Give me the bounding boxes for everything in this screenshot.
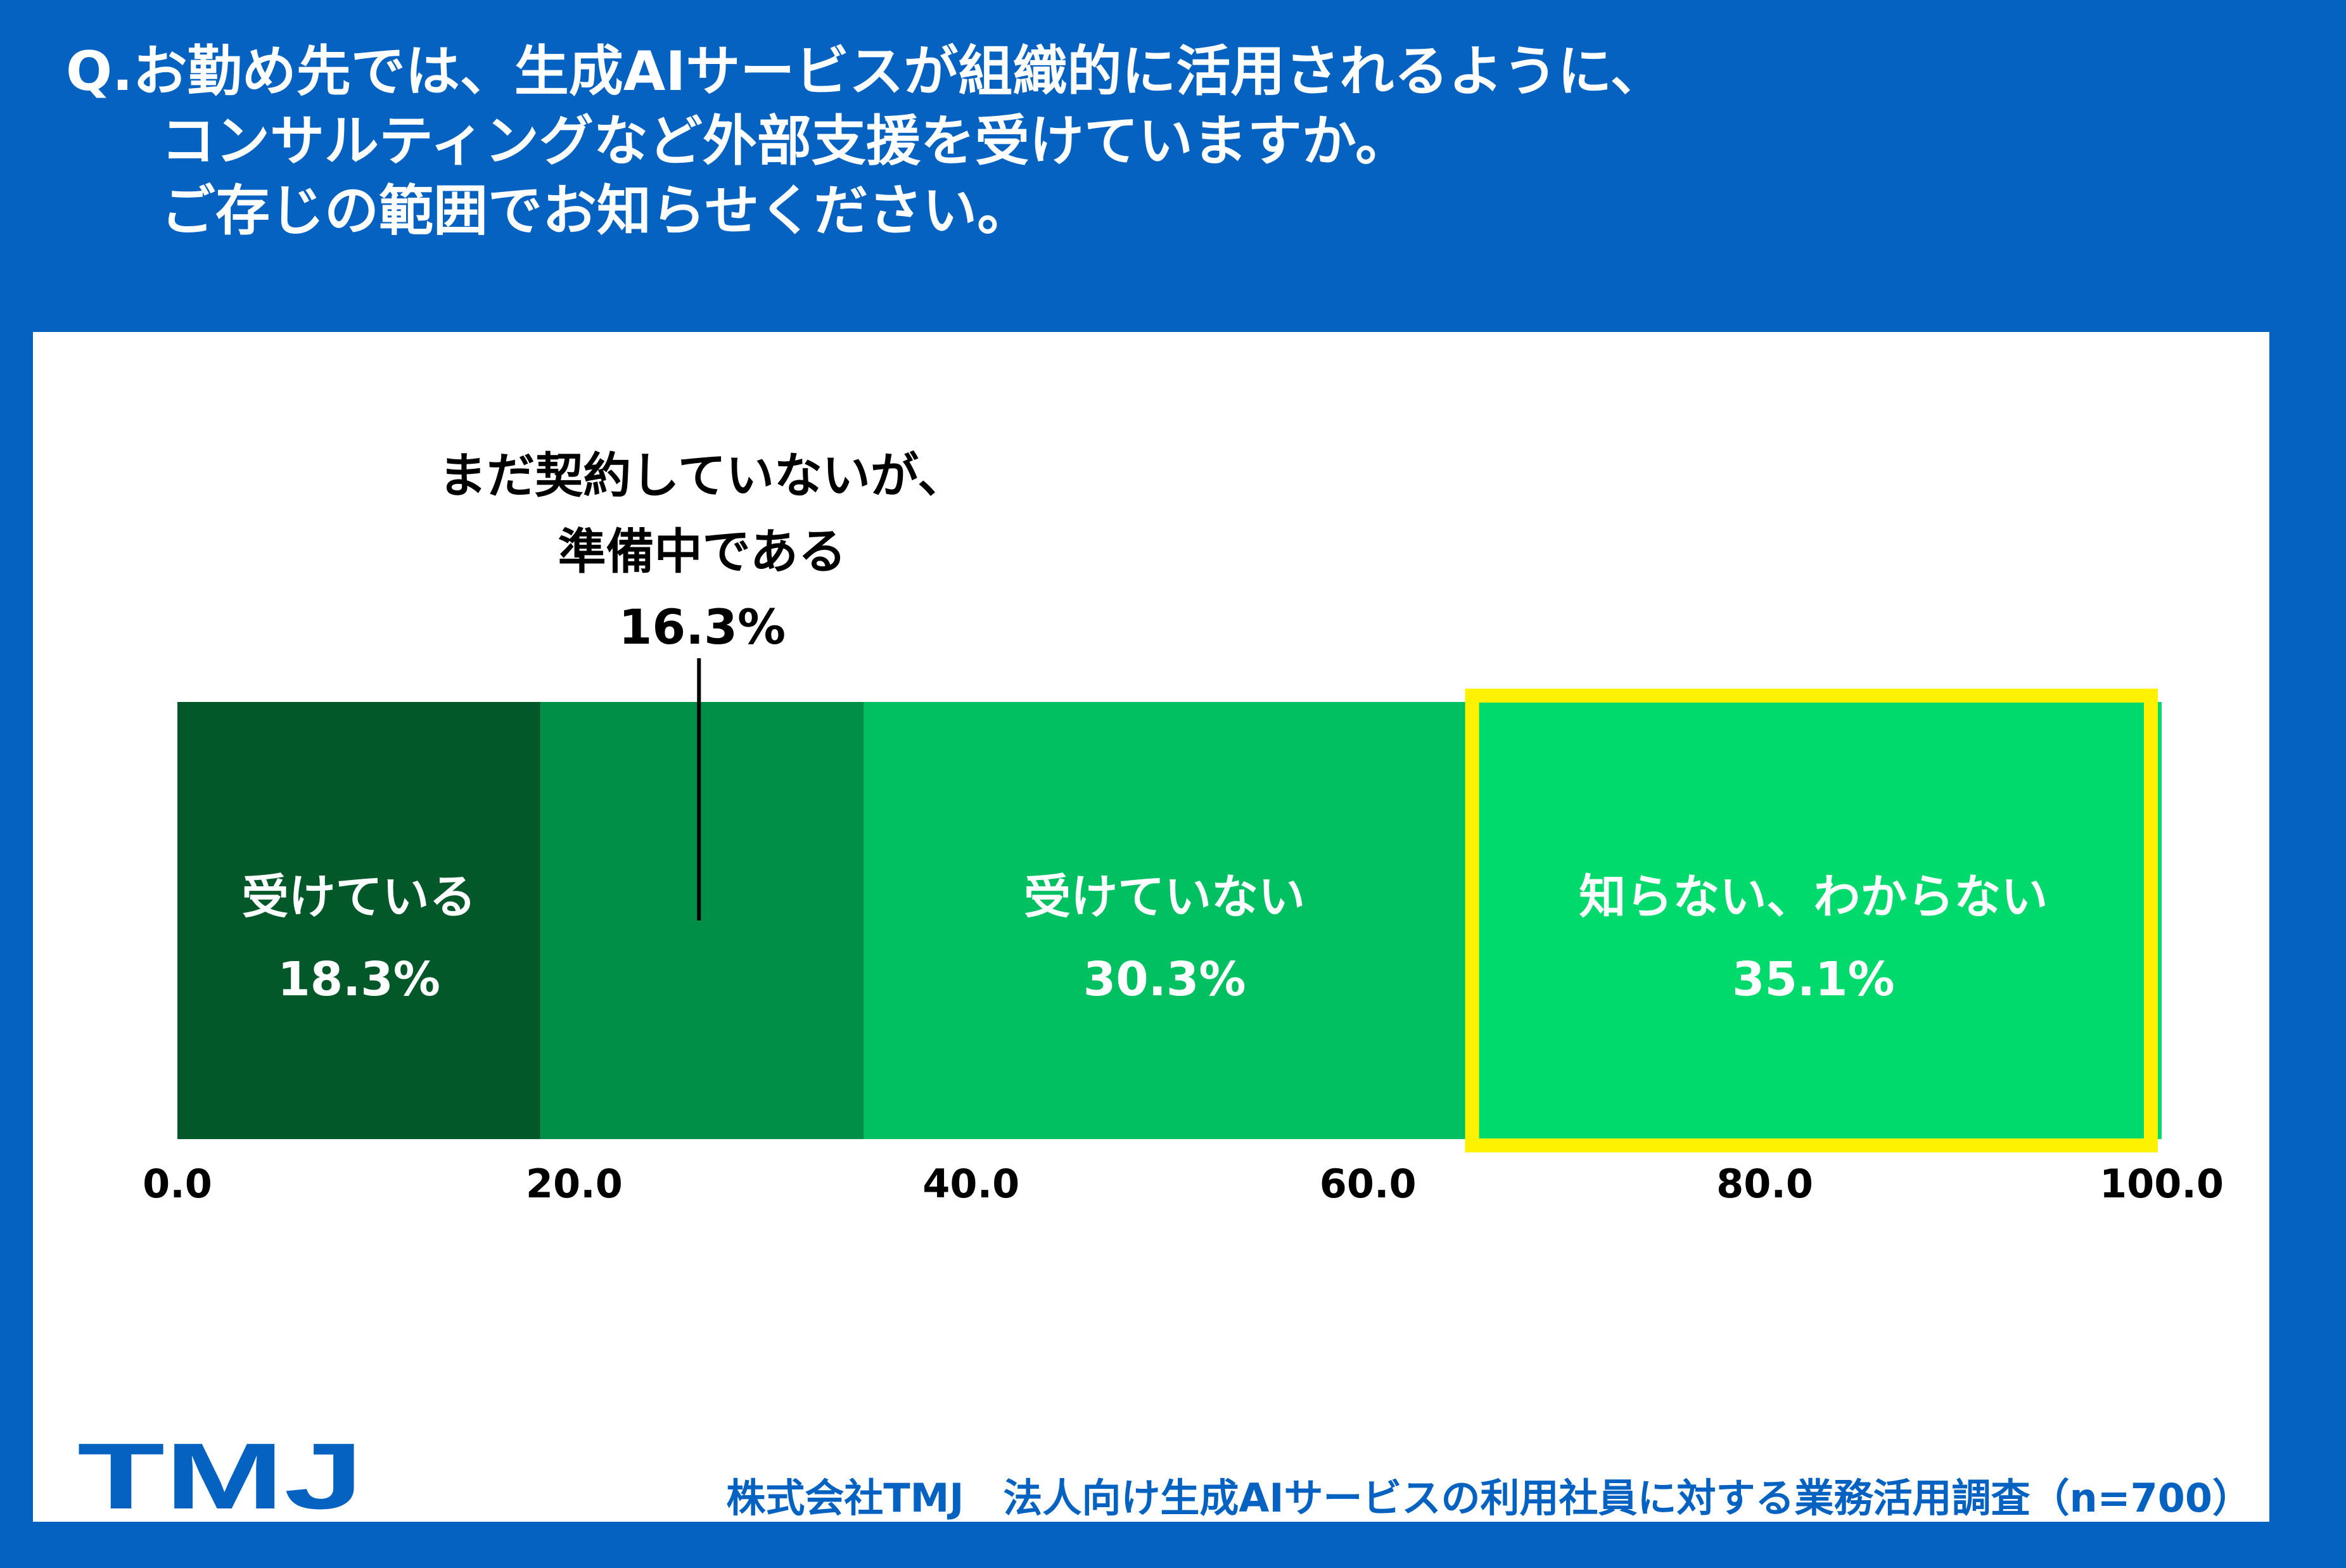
source-note: 株式会社TMJ 法人向け生成AIサービスの利用社員に対する業務活用調査（n=70… — [726, 1475, 2252, 1521]
title-line-3: ご存じの範囲でお知らせください。 — [161, 179, 1032, 243]
x-tick-label-3: 40.0 — [922, 1161, 1019, 1207]
chart-title: Q.お勤め先では、生成AIサービスが組織的に活用されるように、 コンサルティング… — [66, 37, 1665, 246]
x-tick-label-5: 80.0 — [1716, 1161, 1813, 1207]
bar-segment-3 — [864, 702, 1465, 1139]
logo-text: TMJ — [77, 1439, 364, 1514]
segment-value-4: 35.1% — [1732, 952, 1895, 1007]
segment-label-4: 知らない、わからない — [1579, 870, 2048, 924]
bar-segment-4 — [1465, 702, 2162, 1139]
chart-panel: 受けている 18.3% 受けていない 30.3% 知らない、わからない 35.1% まだ契約… — [33, 332, 2269, 1522]
tmj-logo: TMJ — [77, 1439, 364, 1514]
x-tick-label-2: 20.0 — [526, 1161, 623, 1207]
x-tick-label-1: 0.0 — [143, 1161, 212, 1207]
callout-label-line-2: 準備中である — [558, 523, 846, 580]
segment-value-1: 18.3% — [277, 952, 440, 1007]
callout-label-line-1: まだ契約していないが、 — [438, 447, 966, 504]
bar-segment-1 — [177, 702, 541, 1139]
title-line-2: コンサルティングなど外部支援を受けていますか。 — [161, 110, 1410, 173]
bar-segment-2 — [540, 702, 864, 1139]
callout-value: 16.3% — [618, 599, 786, 655]
title-line-1: Q.お勤め先では、生成AIサービスが組織的に活用されるように、 — [66, 40, 1665, 103]
segment-label-1: 受けている — [242, 870, 476, 924]
x-tick-label-6: 100.0 — [2100, 1161, 2224, 1207]
segment-value-3: 30.3% — [1083, 952, 1246, 1007]
x-tick-label-4: 60.0 — [1320, 1161, 1417, 1207]
stacked-bar-chart: 受けている 18.3% 受けていない 30.3% 知らない、わからない 35.1% まだ契約… — [143, 447, 2224, 1207]
segment-label-3: 受けていない — [1024, 870, 1305, 924]
highlight-frame — [1465, 689, 2158, 1152]
